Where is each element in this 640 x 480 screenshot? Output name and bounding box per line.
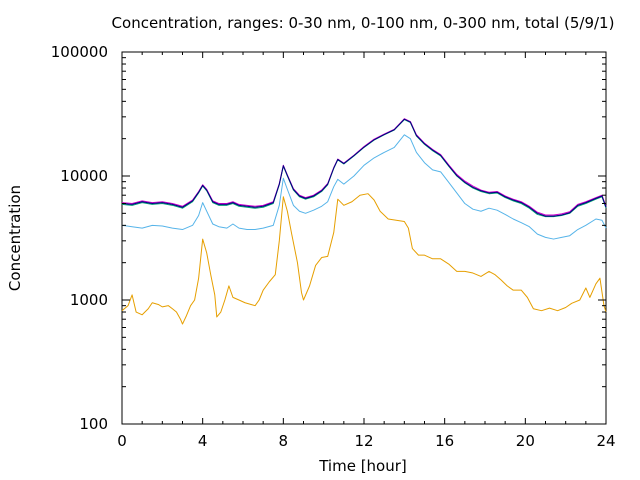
x-tick-label: 0 bbox=[117, 432, 127, 450]
x-axis: 0 4 8 12 16 20 24 bbox=[117, 52, 616, 450]
x-tick-label: 4 bbox=[198, 432, 208, 450]
x-tick-label: 24 bbox=[596, 432, 615, 450]
y-axis: 100 1000 10000 100000 bbox=[51, 43, 606, 433]
y-tick-label: 100 bbox=[79, 415, 108, 433]
plot-area bbox=[121, 51, 607, 425]
y-tick-label: 10000 bbox=[60, 167, 108, 185]
series-line-3 bbox=[121, 119, 607, 218]
series-group bbox=[121, 118, 607, 325]
series-line-5 bbox=[121, 118, 607, 217]
series-line-4 bbox=[121, 118, 607, 216]
series-line-1 bbox=[121, 193, 607, 325]
chart-title: Concentration, ranges: 0-30 nm, 0-100 nm… bbox=[112, 14, 615, 32]
y-axis-label: Concentration bbox=[6, 185, 24, 291]
x-tick-label: 16 bbox=[435, 432, 454, 450]
y-tick-label: 1000 bbox=[70, 291, 108, 309]
series-line-2 bbox=[121, 134, 607, 240]
plot-frame bbox=[121, 51, 607, 425]
x-axis-label: Time [hour] bbox=[318, 457, 407, 475]
y-tick-label: 100000 bbox=[51, 43, 108, 61]
x-tick-label: 20 bbox=[516, 432, 535, 450]
x-tick-label: 12 bbox=[354, 432, 373, 450]
x-tick-label: 8 bbox=[279, 432, 289, 450]
